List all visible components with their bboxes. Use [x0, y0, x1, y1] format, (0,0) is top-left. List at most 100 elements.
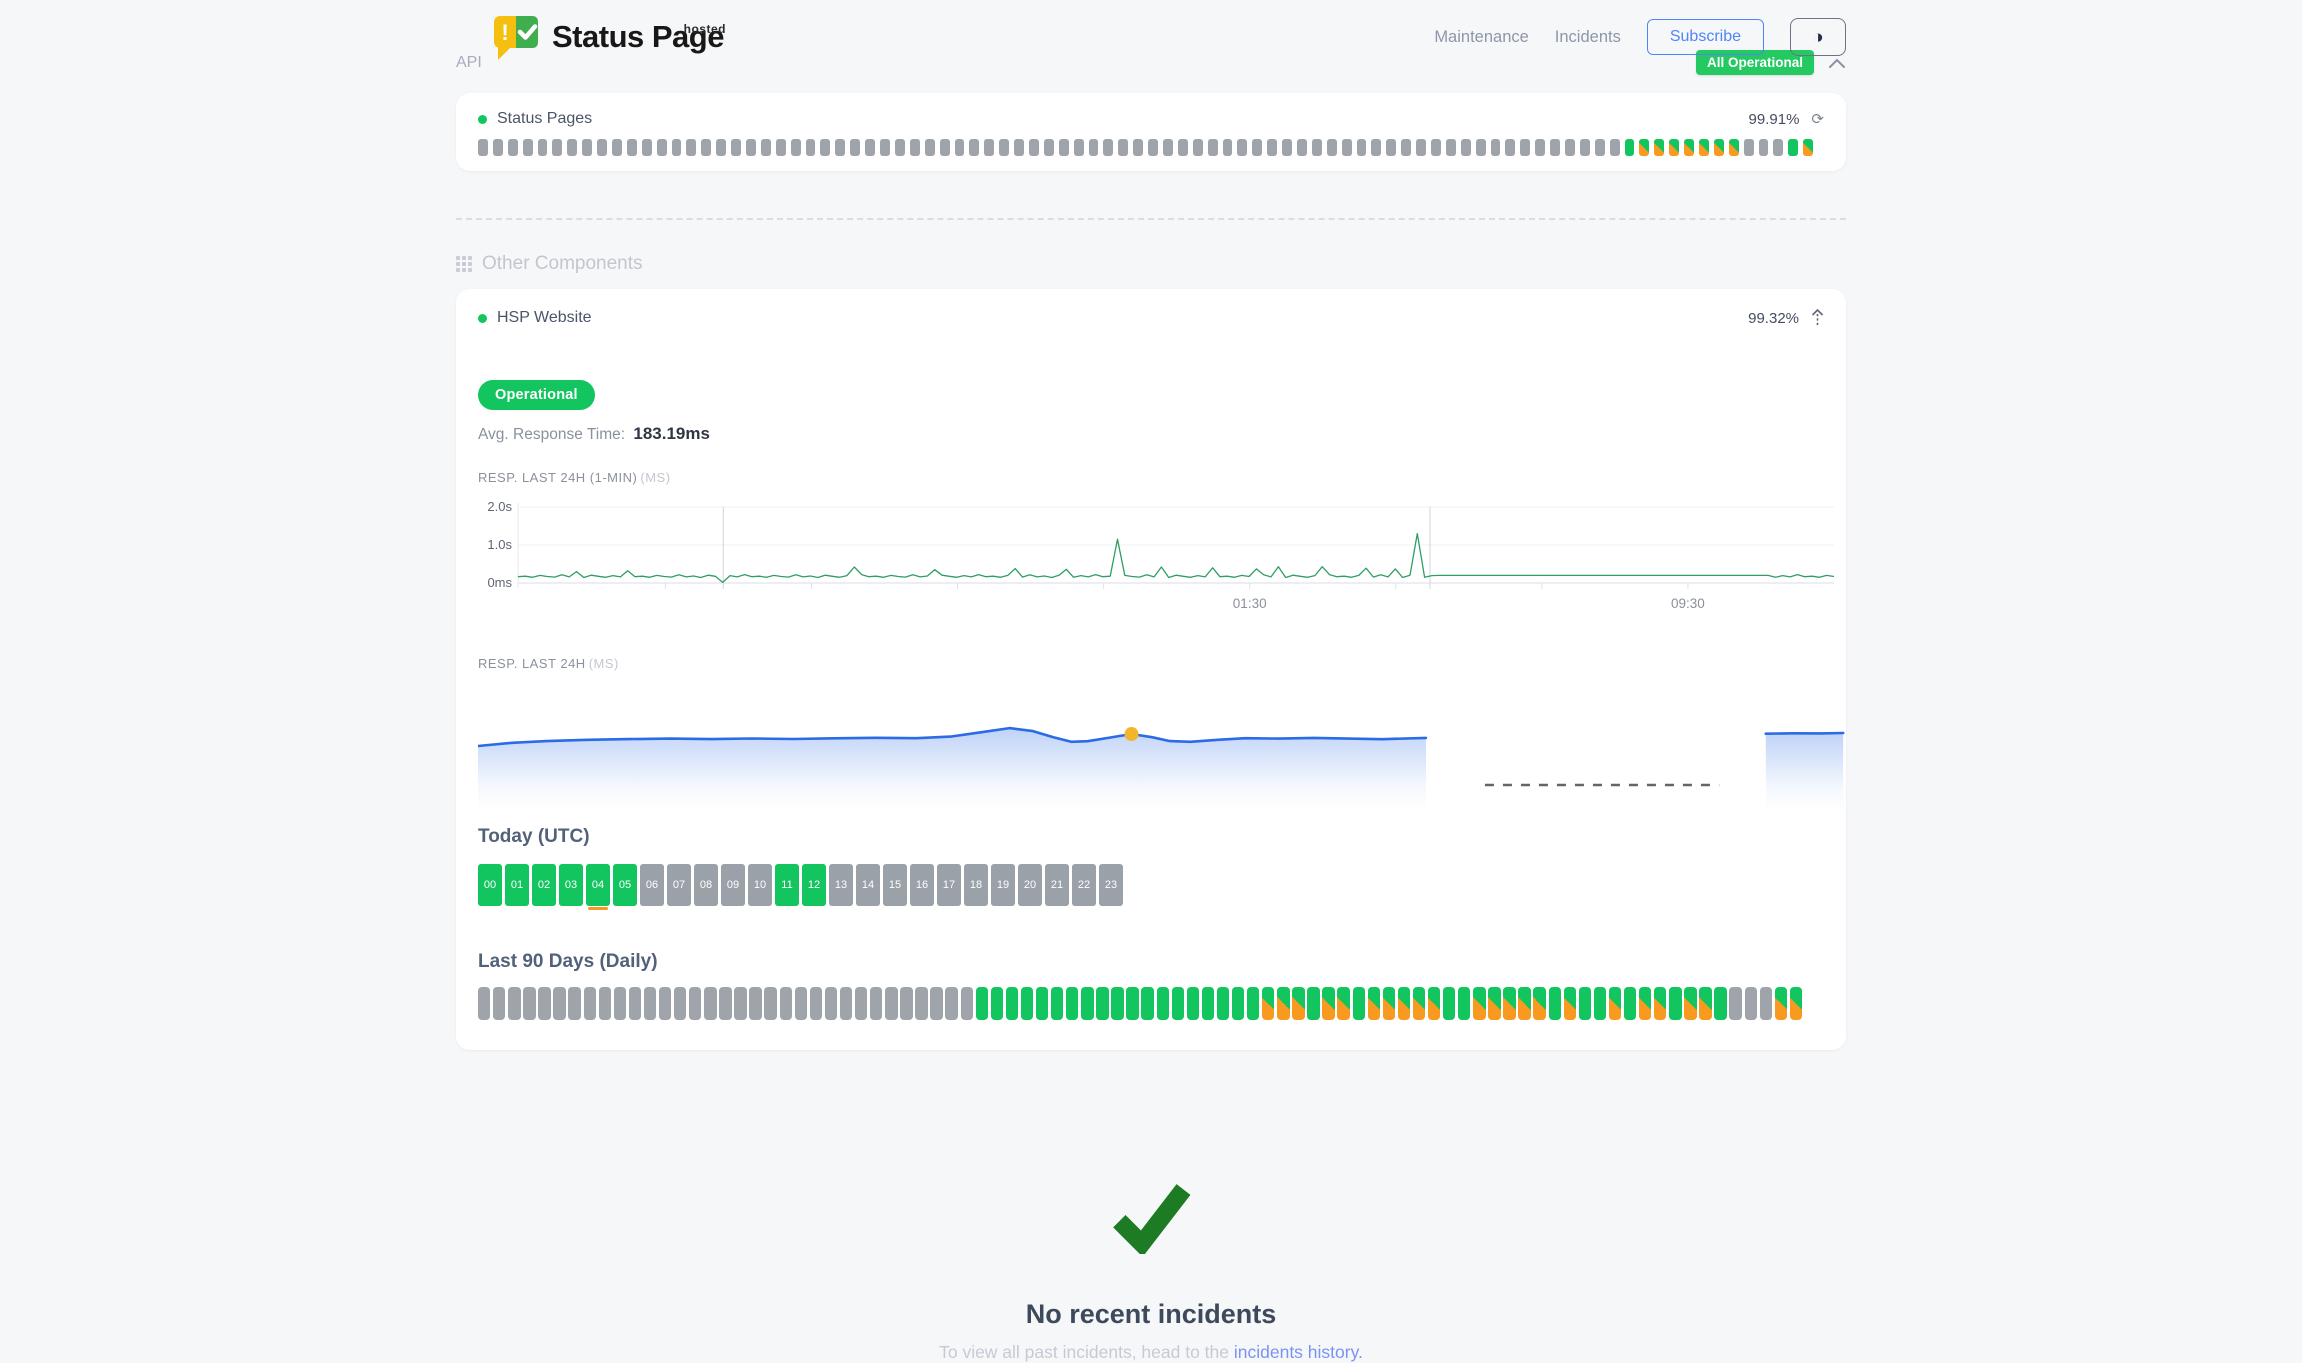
response-line-chart[interactable]: 2.0s 1.0s 0ms 01:30 09:30	[478, 493, 1835, 636]
uptime-bar-operational[interactable]	[1669, 987, 1682, 1020]
uptime-bar-operational[interactable]	[975, 987, 988, 1020]
uptime-bar-unknown[interactable]	[1744, 987, 1757, 1020]
uptime-bar-unknown[interactable]	[583, 987, 596, 1020]
uptime-bar-degraded[interactable]	[1608, 987, 1622, 1020]
uptime-bar-unknown[interactable]	[1743, 139, 1754, 156]
uptime-bar-unknown[interactable]	[1505, 139, 1516, 156]
uptime-bar-unknown[interactable]	[493, 987, 506, 1020]
uptime-bar-operational[interactable]	[1156, 987, 1169, 1020]
uptime-bar-operational[interactable]	[1231, 987, 1245, 1020]
chevron-up-icon[interactable]	[1828, 57, 1846, 69]
uptime-bar-degraded[interactable]	[1533, 987, 1546, 1020]
uptime-bar-unknown[interactable]	[945, 987, 958, 1020]
hour-block-03[interactable]: 03	[559, 864, 583, 906]
uptime-bar-unknown[interactable]	[1371, 139, 1382, 156]
uptime-bar-operational[interactable]	[1788, 139, 1799, 156]
uptime-bar-unknown[interactable]	[835, 139, 846, 156]
subscribe-button[interactable]: Subscribe	[1646, 19, 1764, 55]
hour-block-23[interactable]: 23	[1099, 864, 1123, 906]
uptime-bar-unknown[interactable]	[1386, 139, 1397, 156]
uptime-bar-operational[interactable]	[1307, 987, 1320, 1020]
uptime-bar-unknown[interactable]	[701, 139, 712, 156]
uptime-bar-unknown[interactable]	[537, 139, 548, 156]
uptime-bar-unknown[interactable]	[674, 987, 687, 1020]
hour-block-09[interactable]: 09	[721, 864, 745, 906]
uptime-bar-unknown[interactable]	[820, 139, 831, 156]
uptime-bar-unknown[interactable]	[507, 139, 518, 156]
uptime-bar-unknown[interactable]	[870, 987, 883, 1020]
uptime-bar-operational[interactable]	[1443, 987, 1456, 1020]
uptime-bar-unknown[interactable]	[719, 987, 732, 1020]
hour-block-06[interactable]: 06	[640, 864, 664, 906]
uptime-bar-unknown[interactable]	[686, 139, 697, 156]
uptime-bar-unknown[interactable]	[522, 139, 533, 156]
uptime-bar-unknown[interactable]	[915, 987, 928, 1020]
uptime-bar-unknown[interactable]	[850, 139, 861, 156]
uptime-bar-unknown[interactable]	[1609, 139, 1620, 156]
arrow-up-icon[interactable]	[1811, 309, 1824, 327]
uptime-bar-unknown[interactable]	[1490, 139, 1501, 156]
hour-block-11[interactable]: 11	[775, 864, 799, 906]
uptime-bar-unknown[interactable]	[760, 139, 771, 156]
uptime-bar-unknown[interactable]	[805, 139, 816, 156]
uptime-bar-unknown[interactable]	[939, 139, 950, 156]
uptime-bar-unknown[interactable]	[1729, 987, 1742, 1020]
uptime-bar-unknown[interactable]	[492, 139, 503, 156]
uptime-bar-operational[interactable]	[1714, 987, 1727, 1020]
uptime-bar-operational[interactable]	[1186, 987, 1200, 1020]
uptime-bar-operational[interactable]	[990, 987, 1004, 1020]
uptime-bar-unknown[interactable]	[1267, 139, 1278, 156]
uptime-bar-unknown[interactable]	[628, 987, 642, 1020]
hour-block-19[interactable]: 19	[991, 864, 1015, 906]
uptime-bar-operational[interactable]	[1216, 987, 1230, 1020]
uptime-bar-unknown[interactable]	[538, 987, 551, 1020]
uptime-bar-unknown[interactable]	[1192, 139, 1203, 156]
uptime-bar-unknown[interactable]	[1341, 139, 1352, 156]
uptime-bar-unknown[interactable]	[1520, 139, 1531, 156]
uptime-bar-operational[interactable]	[1246, 987, 1260, 1020]
uptime-bar-unknown[interactable]	[613, 987, 627, 1020]
uptime-bar-degraded[interactable]	[1473, 987, 1486, 1020]
uptime-bar-unknown[interactable]	[1758, 139, 1769, 156]
uptime-bar-unknown[interactable]	[894, 139, 905, 156]
uptime-bar-unknown[interactable]	[1207, 139, 1218, 156]
uptime-bar-unknown[interactable]	[1177, 139, 1188, 156]
uptime-bar-unknown[interactable]	[553, 987, 566, 1020]
uptime-bar-unknown[interactable]	[984, 139, 995, 156]
uptime-bar-unknown[interactable]	[865, 139, 876, 156]
uptime-bar-unknown[interactable]	[612, 139, 622, 156]
uptime-bar-degraded[interactable]	[1518, 987, 1531, 1020]
uptime-bar-degraded[interactable]	[1503, 987, 1516, 1020]
uptime-bar-operational[interactable]	[1548, 987, 1561, 1020]
uptime-bar-degraded[interactable]	[1337, 987, 1350, 1020]
uptime-bar-degraded[interactable]	[1427, 987, 1441, 1020]
hour-block-10[interactable]: 10	[748, 864, 772, 906]
hour-block-17[interactable]: 17	[937, 864, 961, 906]
uptime-bar-unknown[interactable]	[689, 987, 702, 1020]
uptime-bar-unknown[interactable]	[1252, 139, 1263, 156]
uptime-bar-unknown[interactable]	[582, 139, 593, 156]
uptime-bar-degraded[interactable]	[1803, 139, 1814, 156]
uptime-bar-unknown[interactable]	[1073, 139, 1084, 156]
uptime-bar-unknown[interactable]	[880, 139, 890, 156]
uptime-bar-unknown[interactable]	[809, 987, 823, 1020]
uptime-bar-unknown[interactable]	[598, 987, 612, 1020]
uptime-bar-unknown[interactable]	[1326, 139, 1337, 156]
uptime-bar-unknown[interactable]	[794, 987, 808, 1020]
uptime-bar-operational[interactable]	[1126, 987, 1139, 1020]
uptime-bar-degraded[interactable]	[1277, 987, 1290, 1020]
uptime-bar-degraded[interactable]	[1728, 139, 1739, 156]
uptime-bar-unknown[interactable]	[885, 987, 898, 1020]
uptime-bar-degraded[interactable]	[1382, 987, 1396, 1020]
uptime-bar-unknown[interactable]	[746, 139, 756, 156]
uptime-bar-unknown[interactable]	[900, 987, 913, 1020]
uptime-bar-operational[interactable]	[1005, 987, 1019, 1020]
nav-incidents[interactable]: Incidents	[1554, 27, 1621, 46]
uptime-bar-unknown[interactable]	[764, 987, 777, 1020]
uptime-bar-unknown[interactable]	[671, 139, 682, 156]
uptime-bar-unknown[interactable]	[1594, 139, 1605, 156]
uptime-bar-unknown[interactable]	[1162, 139, 1173, 156]
uptime-bar-unknown[interactable]	[1148, 139, 1158, 156]
uptime-bar-unknown[interactable]	[1445, 139, 1456, 156]
uptime-bar-degraded[interactable]	[1789, 987, 1803, 1020]
